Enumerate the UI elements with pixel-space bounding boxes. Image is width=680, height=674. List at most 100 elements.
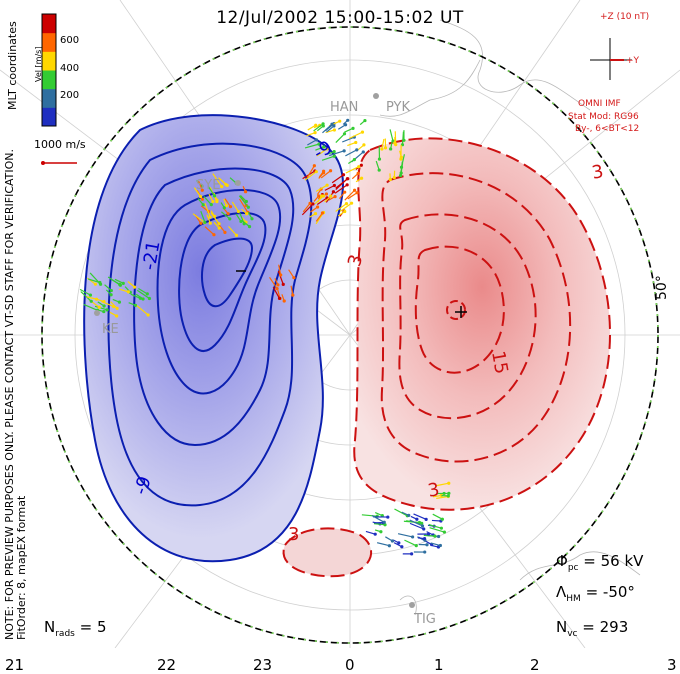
hm-boundary — [41, 26, 659, 644]
scale-label: 1000 m/s — [34, 138, 86, 151]
velocity-vector-origin — [245, 212, 249, 216]
negative-potential-cell — [83, 114, 344, 563]
velocity-vector-origin — [133, 303, 138, 307]
velocity-vector-origin — [383, 523, 387, 527]
velocity-vector-origin — [382, 520, 386, 524]
velocity-vector-origin — [386, 515, 390, 519]
velocity-vector-origin — [390, 539, 395, 543]
velocity-vector — [193, 187, 202, 197]
velocity-vector-origin — [324, 192, 329, 196]
velocity-vector — [321, 155, 335, 161]
velocity-vector-origin — [402, 138, 406, 142]
potential-markers — [236, 270, 467, 318]
velocity-vector-origin — [239, 219, 243, 224]
velocity-vector — [315, 212, 323, 222]
velocity-vector-origin — [320, 211, 325, 215]
velocity-vector — [409, 519, 423, 527]
velocity-vector-origin — [94, 297, 99, 301]
velocity-vector — [203, 195, 212, 206]
station-pyk: PYK — [386, 100, 411, 115]
velocity-vector — [272, 286, 281, 299]
velocity-vector — [371, 515, 385, 523]
velocity-vector — [212, 173, 223, 187]
velocity-vector-origin — [212, 233, 216, 237]
velocity-vector-origin — [398, 173, 403, 178]
velocity-vector — [329, 150, 345, 157]
velocity-vector-origin — [236, 209, 240, 214]
velocity-vector-origin — [447, 481, 451, 485]
velocity-vector — [331, 174, 344, 184]
velocity-vector-origin — [311, 202, 315, 206]
velocity-vector-origin — [342, 132, 347, 136]
velocity-vector-origin — [291, 293, 295, 297]
velocity-vector-origin — [349, 201, 354, 205]
velocity-vector — [335, 133, 345, 143]
velocity-vector-origin — [247, 225, 252, 229]
velocity-vector-origin — [411, 535, 415, 539]
velocity-vector — [136, 305, 149, 316]
velocity-vector-origin — [407, 513, 411, 517]
velocity-vector-origin — [277, 296, 282, 301]
velocity-vector-origin — [320, 194, 324, 198]
velocity-vector-origin — [220, 185, 224, 189]
velocity-vector-origin — [200, 188, 204, 192]
nrads-stat: Nrads = 5 — [44, 618, 107, 639]
velocity-vector-origin — [118, 282, 122, 286]
velocity-vector-origin — [422, 527, 426, 531]
velocity-vector-origin — [426, 532, 431, 536]
velocity-vector-origin — [360, 130, 365, 134]
velocity-vector-origin — [138, 296, 142, 300]
velocity-vector-origin — [199, 221, 203, 225]
velocity-vector — [345, 149, 358, 157]
velocity-vector-origin — [312, 164, 316, 168]
velocity-vector-origin — [225, 183, 229, 187]
velocity-vector-origin — [314, 170, 318, 174]
velocity-vector-origin — [250, 217, 254, 221]
velocity-vector — [348, 131, 363, 140]
velocity-vector-origin — [377, 168, 381, 172]
velocity-vector — [401, 131, 405, 145]
velocity-vector-origin — [343, 190, 347, 194]
velocity-vector-origin — [211, 199, 215, 204]
velocity-vector-origin — [98, 280, 102, 285]
velocity-vector-origin — [389, 147, 393, 151]
velocity-vector — [307, 139, 317, 146]
velocity-vector-origin — [425, 543, 429, 547]
velocity-vector-origin — [352, 158, 356, 162]
velocity-vector-origin — [217, 222, 221, 226]
coastline — [379, 19, 641, 616]
velocity-vector-origin — [332, 183, 336, 188]
velocity-vector — [339, 202, 352, 212]
stat-model: Stat Mod: RG96 — [568, 112, 639, 122]
velocity-vector — [227, 225, 237, 236]
velocity-vector-origin — [346, 118, 350, 122]
velocity-vector-origin — [380, 147, 384, 151]
velocity-vector-origin — [102, 309, 106, 314]
velocity-vector-origin — [400, 545, 404, 549]
velocity-vector-origin — [338, 119, 342, 123]
velocity-vector-origin — [423, 550, 427, 554]
velocity-vector-origin — [200, 197, 204, 201]
velocity-vector-origin — [212, 214, 217, 218]
velocity-vector — [138, 288, 148, 295]
velocity-vector-origin — [317, 142, 321, 146]
velocity-vector — [404, 539, 417, 547]
velocity-vector — [86, 296, 97, 300]
velocity-vector — [277, 270, 284, 285]
velocity-vector-origin — [317, 194, 321, 198]
velocity-vector — [94, 305, 108, 311]
velocity-vector-origin — [343, 123, 348, 127]
velocity-vector-origin — [322, 145, 326, 149]
velocity-vector — [304, 171, 317, 181]
velocity-vector-origin — [115, 314, 119, 318]
velocity-vector-origin — [126, 290, 130, 294]
velocity-vector-origin — [420, 521, 424, 525]
velocity-vector-origin — [332, 154, 336, 158]
legend-color-band — [42, 70, 56, 90]
velocity-vector-origin — [321, 122, 325, 126]
velocity-vector-origin — [208, 221, 212, 225]
velocity-vector — [239, 212, 245, 225]
velocity-vector — [224, 198, 232, 208]
velocity-vector — [322, 123, 333, 134]
